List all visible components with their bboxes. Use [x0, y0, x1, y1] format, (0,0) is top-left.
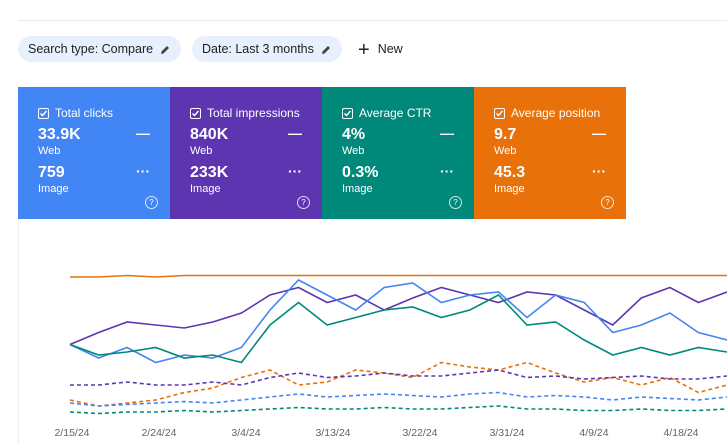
card-label-row: Total clicks: [38, 105, 170, 121]
series-line: [69, 286, 727, 346]
new-label: New: [377, 42, 403, 56]
x-tick-label: 4/9/24: [579, 427, 608, 439]
solid-line-icon: —: [136, 125, 150, 141]
edit-icon: [161, 45, 170, 54]
help-icon: ?: [601, 196, 614, 209]
checkbox: [494, 107, 505, 119]
help-icon: ?: [449, 196, 462, 209]
metric-type: Web: [190, 145, 213, 157]
card-label-row: Total impressions: [190, 105, 322, 121]
metric-value: 0.3%: [342, 164, 379, 181]
dashed-line-icon: ···: [288, 163, 302, 179]
new-button[interactable]: + New: [358, 36, 403, 62]
metric-type: Web: [342, 145, 365, 157]
help-icon: ?: [297, 196, 310, 209]
x-tick-label: 2/15/24: [54, 427, 89, 439]
solid-line-icon: —: [592, 125, 606, 141]
metric-value: 840K: [190, 126, 229, 143]
metric-type: Web: [38, 145, 61, 157]
metric-card[interactable]: Total clicks 33.9K — Web 759 ··· Image?: [18, 87, 170, 219]
metric-card[interactable]: Average CTR 4% — Web 0.3% ··· Image?: [322, 87, 474, 219]
checkbox: [38, 107, 49, 119]
solid-line-icon: —: [440, 125, 454, 141]
metric-value: 45.3: [494, 164, 526, 181]
card-label-row: Average CTR: [342, 105, 474, 121]
card-label: Average CTR: [359, 106, 432, 120]
x-tick-label: 3/4/24: [231, 427, 260, 439]
series-line: [69, 294, 727, 364]
metric-type: Web: [494, 145, 517, 157]
metric-value: 759: [38, 164, 65, 181]
divider: [18, 20, 727, 21]
card-label: Total impressions: [207, 106, 300, 120]
series-line: [69, 405, 727, 415]
edit-icon: [321, 45, 330, 54]
metric-value: 4%: [342, 126, 366, 143]
x-tick-label: 3/31/24: [489, 427, 524, 439]
filter-chip[interactable]: Date: Last 3 months: [192, 36, 342, 62]
checkbox: [342, 107, 353, 119]
metric-card[interactable]: Average position 9.7 — Web 45.3 ··· Image?: [474, 87, 626, 219]
metric-type: Image: [38, 183, 69, 195]
metric-card[interactable]: Total impressions 840K — Web 233K ··· Image?: [170, 87, 322, 219]
card-label: Average position: [511, 106, 601, 120]
plus-icon: +: [358, 38, 370, 61]
x-tick-label: 3/13/24: [315, 427, 350, 439]
card-label-row: Average position: [494, 105, 626, 121]
metric-value: 9.7: [494, 126, 517, 143]
help-icon: ?: [145, 196, 158, 209]
solid-line-icon: —: [288, 125, 302, 141]
series-line: [69, 391, 727, 407]
dashed-line-icon: ···: [136, 163, 150, 179]
series-line: [69, 361, 727, 407]
checkbox: [190, 107, 201, 119]
metric-type: Image: [342, 183, 373, 195]
x-tick-label: 4/18/24: [663, 427, 698, 439]
x-tick-label: 3/22/24: [402, 427, 437, 439]
metric-type: Image: [494, 183, 525, 195]
metric-value: 33.9K: [38, 126, 81, 143]
chip-label: Date: Last 3 months: [202, 42, 314, 56]
metric-type: Image: [190, 183, 221, 195]
series-line: [70, 369, 727, 386]
series-line: [70, 274, 727, 278]
filter-chip[interactable]: Search type: Compare: [18, 36, 182, 62]
chip-label: Search type: Compare: [28, 42, 154, 56]
metric-value: 233K: [190, 164, 229, 181]
card-label: Total clicks: [55, 106, 114, 120]
dashed-line-icon: ···: [592, 163, 606, 179]
x-tick-label: 2/24/24: [141, 427, 176, 439]
dashed-line-icon: ···: [440, 163, 454, 179]
